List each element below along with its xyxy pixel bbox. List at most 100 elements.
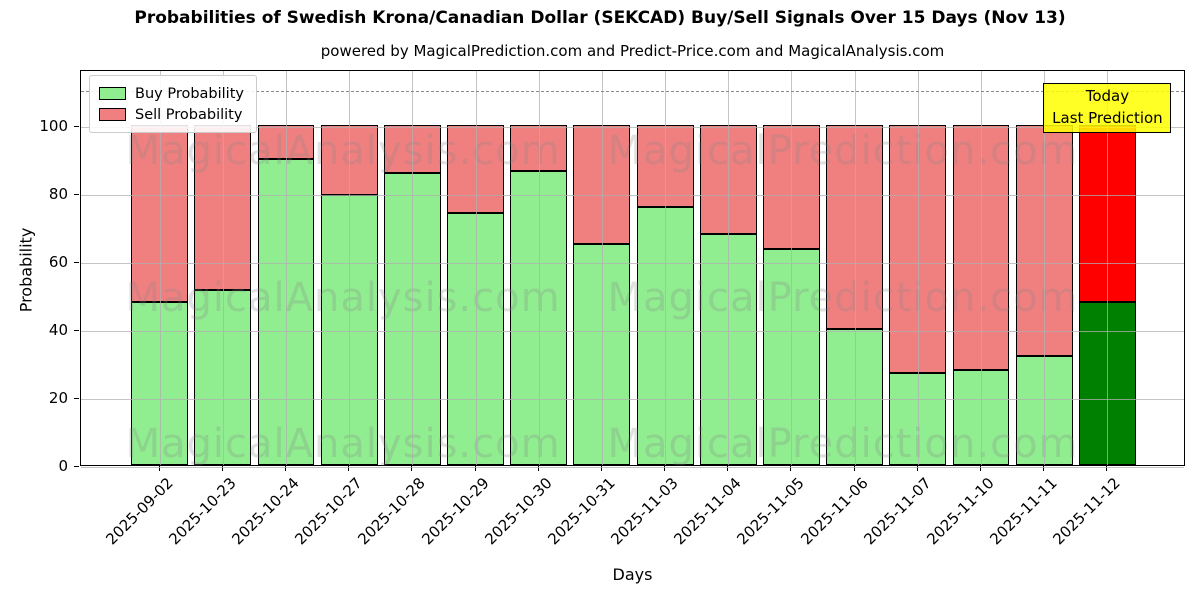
bar-group <box>383 125 441 465</box>
bar-group <box>826 125 884 465</box>
sell-bar-segment <box>1078 125 1136 302</box>
y-tick-mark <box>74 398 79 400</box>
buy-bar-segment <box>1078 301 1136 465</box>
buy-bar-segment <box>826 329 884 465</box>
sell-bar-segment <box>826 125 884 330</box>
y-axis-label: Probability <box>16 227 36 313</box>
bar-group <box>952 125 1010 465</box>
y-tick-mark <box>74 330 79 332</box>
plot-area: MagicalAnalysis.com MagicalPrediction.com… <box>80 70 1185 468</box>
gridline-v <box>1044 71 1046 465</box>
bar-group <box>1078 125 1136 465</box>
bar-group <box>636 125 694 465</box>
sell-bar-segment <box>131 125 189 302</box>
buy-bar-segment <box>573 244 631 465</box>
gridline-v <box>538 71 540 465</box>
x-tick-mark <box>853 466 855 471</box>
x-tick-mark <box>1106 466 1108 471</box>
x-tick-mark <box>348 466 350 471</box>
bar-group <box>763 125 820 465</box>
y-tick-mark <box>74 466 79 467</box>
y-tick-mark <box>74 262 79 264</box>
x-tick-label: 2025-11-11 <box>986 474 1061 549</box>
buy-bar-segment <box>383 172 441 465</box>
buy-bar-segment <box>510 170 568 465</box>
legend-label-buy: Buy Probability <box>135 85 244 102</box>
y-tick-label: 20 <box>48 389 68 408</box>
x-tick-mark <box>1043 466 1045 471</box>
bar-group <box>573 125 631 465</box>
buy-bar-segment <box>194 289 252 465</box>
gridline-v <box>475 71 477 465</box>
bar-group <box>320 125 378 465</box>
buy-bar-segment <box>131 301 189 465</box>
bar-group <box>194 125 252 465</box>
buy-bar-segment <box>257 159 315 465</box>
buy-bar-segment <box>447 213 504 465</box>
x-tick-label: 2025-11-05 <box>733 474 809 549</box>
y-tick-mark <box>74 194 79 196</box>
x-tick-label: 2025-11-07 <box>860 474 935 549</box>
y-tick-label: 100 <box>39 117 68 136</box>
gridline-h <box>81 263 1184 265</box>
x-tick-mark <box>284 466 286 471</box>
legend: Buy Probability Sell Probability <box>89 75 257 133</box>
gridline-v <box>791 71 793 465</box>
gridline-v <box>728 71 730 465</box>
x-tick-label: 2025-11-10 <box>923 474 998 549</box>
sell-swatch-icon <box>99 108 126 121</box>
gridline-v <box>412 71 414 465</box>
x-tick-mark <box>790 466 792 471</box>
y-tick-label: 60 <box>48 253 68 272</box>
x-tick-label: 2025-10-28 <box>354 474 430 549</box>
watermark-text: MagicalAnalysis.com <box>125 421 561 467</box>
gridline-v <box>222 71 224 465</box>
x-tick-mark <box>158 466 160 471</box>
x-tick-label: 2025-10-29 <box>417 474 493 549</box>
x-tick-mark <box>474 466 476 471</box>
chart-subtitle: powered by MagicalPrediction.com and Pre… <box>320 42 945 60</box>
sell-bar-segment <box>573 125 631 245</box>
buy-swatch-icon <box>99 87 126 100</box>
bar-group <box>1015 125 1073 465</box>
legend-row-sell: Sell Probability <box>99 104 244 125</box>
buy-bar-segment <box>952 369 1010 465</box>
x-tick-mark <box>727 466 729 471</box>
x-tick-label: 2025-11-06 <box>797 474 872 549</box>
legend-label-sell: Sell Probability <box>135 106 243 123</box>
today-annotation: Today Last Prediction <box>1043 83 1172 133</box>
sell-bar-segment <box>510 125 568 171</box>
sell-bar-segment <box>952 125 1010 370</box>
gridline-v <box>285 71 287 465</box>
annotation-line-2: Last Prediction <box>1052 108 1163 127</box>
bar-group <box>257 125 315 465</box>
x-tick-mark <box>664 466 666 471</box>
x-tick-mark <box>411 466 413 471</box>
x-tick-label: 2025-11-12 <box>1049 474 1125 549</box>
x-tick-label: 2025-10-27 <box>291 474 366 549</box>
y-tick-label: 0 <box>58 457 68 475</box>
watermark-text: MagicalPrediction.com <box>607 275 1079 321</box>
buy-bar-segment <box>636 206 694 465</box>
watermark-text: MagicalPrediction.com <box>607 128 1079 174</box>
watermark-text: MagicalPrediction.com <box>607 421 1079 467</box>
sell-bar-segment <box>699 125 757 234</box>
sell-bar-segment <box>383 125 441 173</box>
buy-bar-segment <box>889 373 947 465</box>
x-tick-label: 2025-11-04 <box>670 474 746 549</box>
y-tick-label: 40 <box>48 321 68 340</box>
gridline-h <box>81 127 1184 129</box>
x-tick-mark <box>980 466 982 471</box>
sell-bar-segment <box>447 125 504 214</box>
gridline-v <box>917 71 919 465</box>
gridline-h <box>81 467 1184 468</box>
gridline-v <box>349 71 351 465</box>
x-tick-label: 2025-10-31 <box>544 474 619 549</box>
x-tick-label: 2025-10-24 <box>228 474 303 549</box>
sell-bar-segment <box>257 125 315 160</box>
x-tick-mark <box>916 466 918 471</box>
legend-row-buy: Buy Probability <box>99 83 244 104</box>
x-tick-mark <box>600 466 602 471</box>
buy-bar-segment <box>320 194 378 465</box>
